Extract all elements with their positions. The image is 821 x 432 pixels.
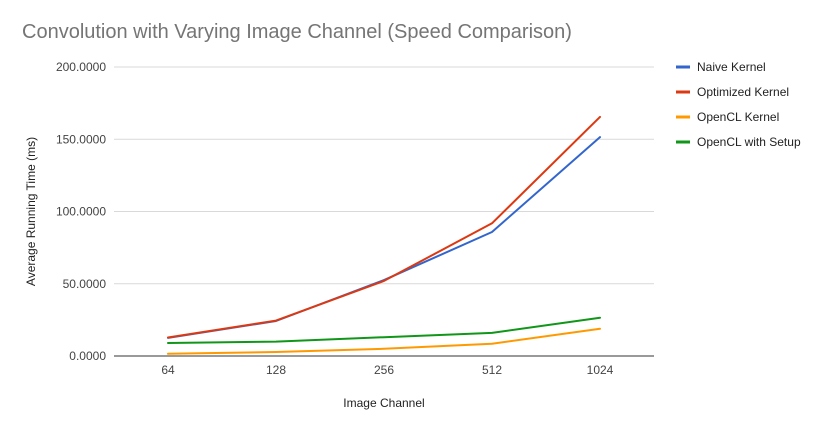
y-tick-label: 100.0000 xyxy=(56,205,106,219)
x-tick-label: 128 xyxy=(266,363,286,377)
y-axis-title: Average Running Time (ms) xyxy=(24,137,38,286)
gridlines xyxy=(114,66,654,357)
series-line-opencl-with-setup xyxy=(167,316,601,344)
y-tick-label: 200.0000 xyxy=(56,60,106,74)
legend-label: Naive Kernel xyxy=(697,60,766,74)
series-lines xyxy=(167,115,601,355)
y-tick-label: 0.0000 xyxy=(69,349,106,363)
legend-label: Optimized Kernel xyxy=(697,85,789,99)
x-axis-title: Image Channel xyxy=(343,396,424,410)
x-tick-label: 64 xyxy=(161,363,175,377)
legend: Naive Kernel Optimized Kernel OpenCL Kerne… xyxy=(676,60,801,149)
y-tick-label: 50.0000 xyxy=(63,277,107,291)
y-tick-label: 150.0000 xyxy=(56,132,106,146)
legend-label: OpenCL Kernel xyxy=(697,110,779,124)
x-tick-label: 256 xyxy=(374,363,394,377)
x-tick-label: 1024 xyxy=(587,363,614,377)
series-line-optimized-kernel xyxy=(167,115,601,339)
y-axis-ticks: 0.0000 50.0000 100.0000 150.0000 200.0000 xyxy=(56,60,106,363)
legend-label: OpenCL with Setup xyxy=(697,135,801,149)
x-axis-ticks: 64 128 256 512 1024 xyxy=(161,363,613,377)
series-line-naive-kernel xyxy=(167,136,601,339)
chart-title: Convolution with Varying Image Channel (… xyxy=(22,21,572,43)
x-tick-label: 512 xyxy=(482,363,502,377)
series-line-opencl-kernel xyxy=(167,327,601,355)
